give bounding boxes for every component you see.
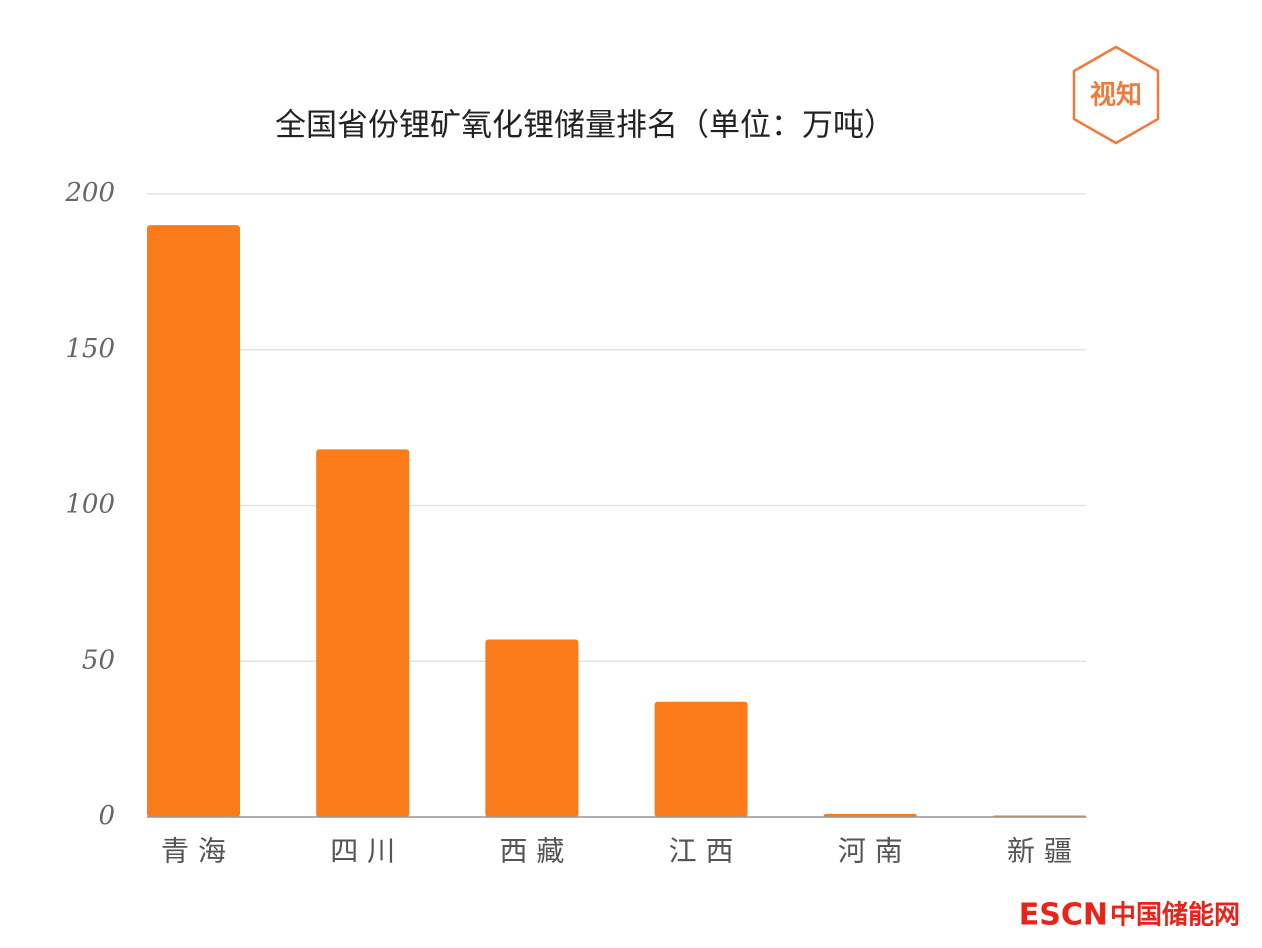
x-tick-label: 河 南	[838, 835, 903, 868]
x-tick-label: 四 川	[330, 835, 395, 868]
y-tick-label: 100	[65, 490, 115, 520]
y-tick-label: 50	[82, 645, 115, 675]
badge-text: 视知	[1090, 81, 1142, 111]
bar	[823, 813, 917, 817]
x-tick-label: 江 西	[669, 835, 734, 868]
x-tick-label: 西 藏	[499, 835, 564, 868]
x-tick-label: 青 海	[161, 835, 226, 868]
bar	[147, 225, 240, 817]
y-tick-label: 0	[98, 801, 115, 831]
bar	[485, 639, 579, 817]
bar	[654, 701, 748, 817]
y-tick-label: 200	[64, 178, 115, 208]
y-tick-label: 150	[65, 334, 115, 364]
chart-title: 全国省份锂矿氧化锂储量排名（单位：万吨）	[275, 108, 895, 144]
badge-hexagon	[1072, 45, 1160, 145]
footer-name: 中国储能网	[1110, 900, 1240, 931]
x-tick-label: 新 疆	[1007, 835, 1072, 868]
bar	[316, 449, 410, 817]
footer-brand: ESCN	[1019, 898, 1108, 933]
